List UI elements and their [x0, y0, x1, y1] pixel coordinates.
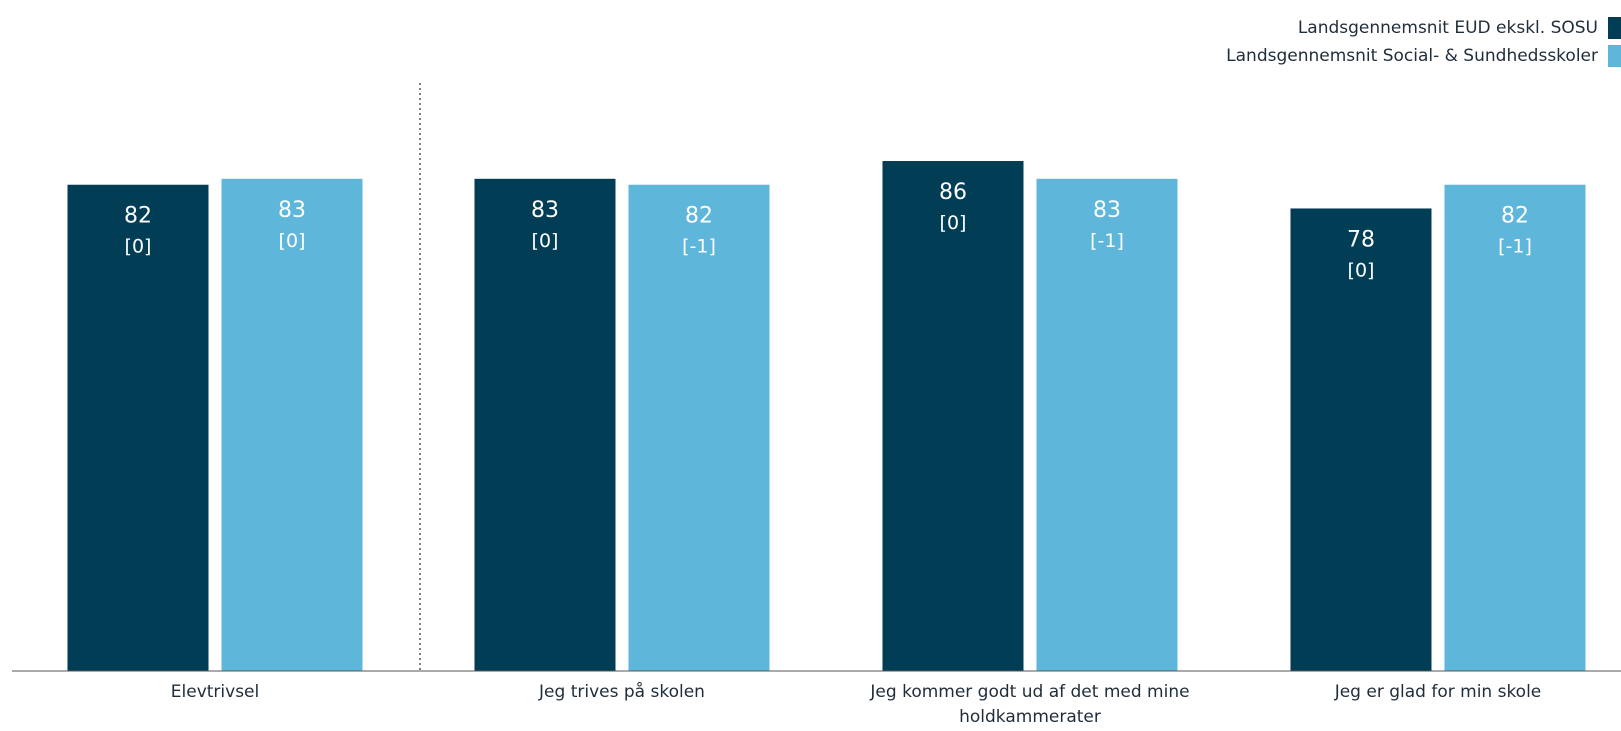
value-label-series-2-cat-1: 83: [278, 198, 306, 223]
change-label-series-1-cat-2: [0]: [532, 230, 559, 252]
bar-series-2-cat-4: [1444, 184, 1586, 672]
change-label-series-2-cat-1: [0]: [279, 230, 306, 252]
bar-series-1-cat-3: [882, 161, 1024, 671]
change-label-series-2-cat-2: [-1]: [682, 236, 716, 258]
legend-label-series-2: Landsgennemsnit Social- & Sundhedsskoler: [1226, 46, 1598, 66]
legend-item-series-1: Landsgennemsnit EUD ekskl. SOSU: [1226, 14, 1621, 42]
value-label-series-1-cat-1: 82: [124, 204, 152, 229]
value-label-series-2-cat-4: 82: [1501, 204, 1529, 229]
change-label-series-1-cat-3: [0]: [940, 212, 967, 234]
change-label-series-1-cat-1: [0]: [125, 236, 152, 258]
category-labels-group: Elevtrivsel Jeg trives på skolen Jeg komme…: [171, 681, 1542, 727]
legend-label-series-1: Landsgennemsnit EUD ekskl. SOSU: [1297, 18, 1598, 38]
value-label-series-1-cat-3: 86: [939, 180, 967, 205]
value-label-series-2-cat-3: 83: [1093, 198, 1121, 223]
value-labels-group: 82 [0] 83 [0] 86 [0] 78 [0] 83 [0] 82 [-1] 83 [-1] 82 […: [124, 180, 1532, 281]
value-label-series-1-cat-2: 83: [531, 198, 559, 223]
category-label-4: Jeg er glad for min skole: [1334, 682, 1542, 702]
bar-series-1-cat-2: [474, 178, 616, 671]
legend: Landsgennemsnit EUD ekskl. SOSU Landsgen…: [1226, 14, 1621, 70]
value-label-series-2-cat-2: 82: [685, 204, 713, 229]
bar-series-1-cat-4: [1290, 208, 1432, 671]
bar-series-2-cat-3: [1036, 178, 1178, 671]
legend-swatch-series-1: [1608, 17, 1621, 39]
bar-series-2-cat-2: [628, 184, 770, 672]
legend-item-series-2: Landsgennemsnit Social- & Sundhedsskoler: [1226, 42, 1621, 70]
bar-series-1-cat-1: [67, 184, 209, 672]
category-label-2: Jeg trives på skolen: [538, 681, 705, 702]
change-label-series-2-cat-3: [-1]: [1090, 230, 1124, 252]
category-label-1: Elevtrivsel: [171, 682, 259, 702]
legend-swatch-series-2: [1608, 45, 1621, 67]
change-label-series-2-cat-4: [-1]: [1498, 236, 1532, 258]
change-label-series-1-cat-4: [0]: [1348, 259, 1375, 281]
bar-series-2-cat-1: [221, 178, 363, 671]
value-label-series-1-cat-4: 78: [1347, 227, 1375, 252]
category-label-3: Jeg kommer godt ud af det med mine holdka…: [869, 682, 1189, 727]
bars-group: [67, 161, 1586, 672]
